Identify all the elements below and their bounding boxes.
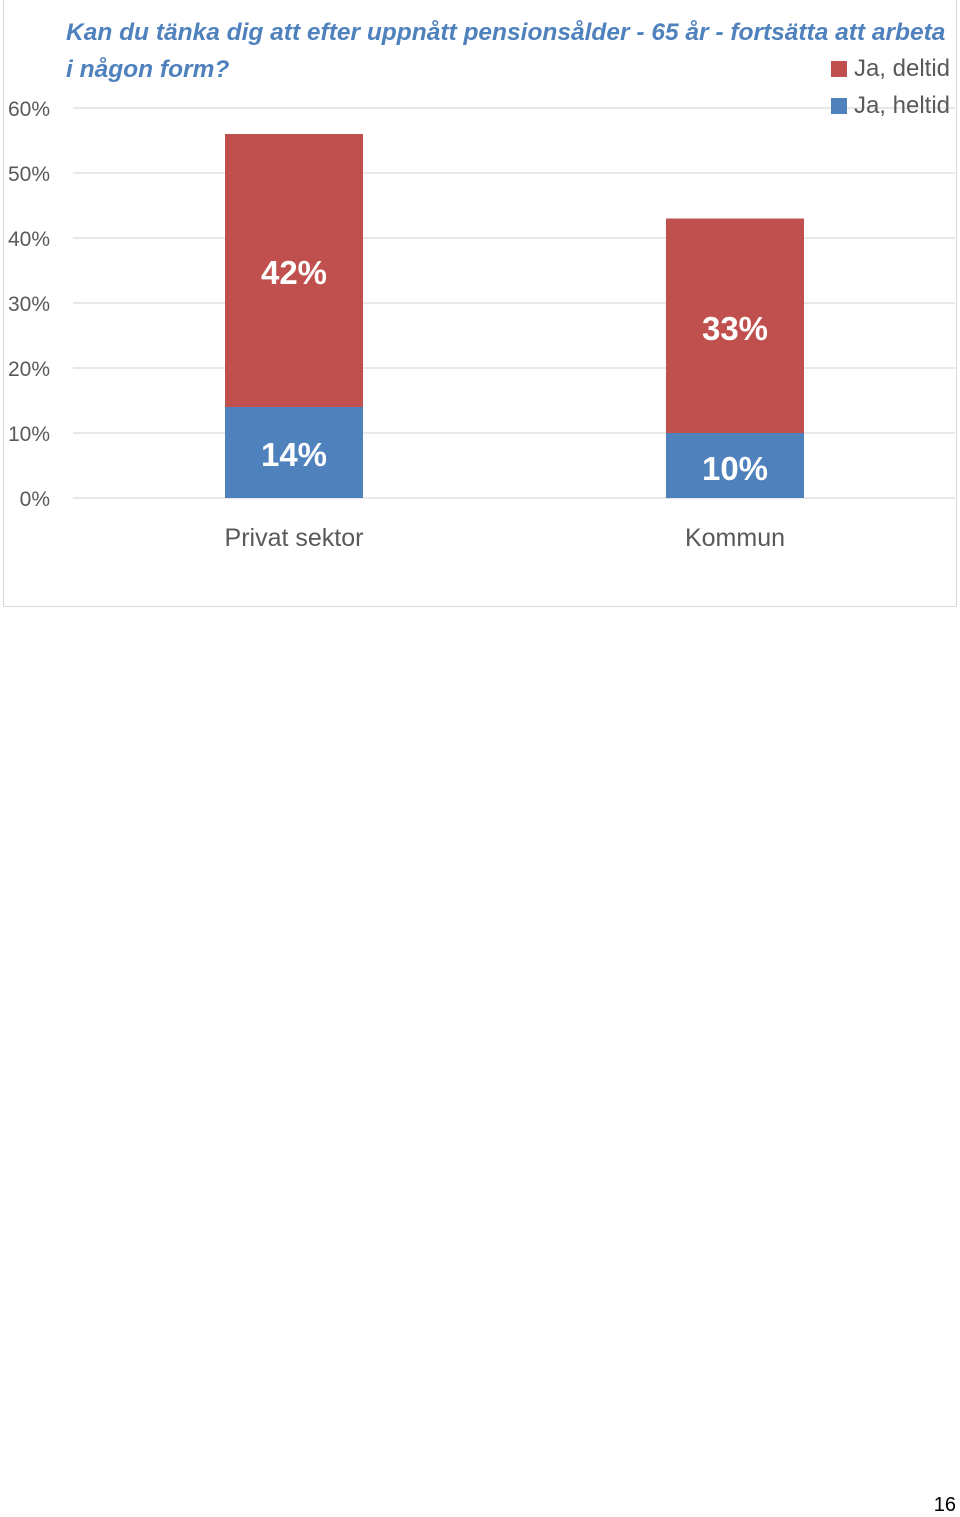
- chart-legend: Ja, deltid Ja, heltid: [830, 50, 950, 124]
- data-label: 14%: [261, 436, 327, 473]
- y-tick-label: 40%: [8, 228, 50, 251]
- y-tick-label: 20%: [8, 358, 50, 381]
- data-label: 33%: [702, 310, 768, 347]
- legend-label-deltid: Ja, deltid: [853, 54, 950, 82]
- legend-label-heltid: Ja, heltid: [853, 91, 950, 119]
- chart-plot: 0% 10% 20% 30% 40% 50% 60% Privat sektor Kommun 1…: [8, 98, 955, 552]
- x-tick-label: Privat sektor: [225, 524, 364, 552]
- data-label: 10%: [702, 450, 768, 487]
- y-tick-label: 10%: [8, 423, 50, 446]
- data-label: 42%: [261, 254, 327, 291]
- y-tick-label: 60%: [8, 98, 50, 121]
- bar-deltid: [225, 134, 363, 407]
- legend-swatch-deltid: [830, 60, 847, 77]
- bar-deltid: [666, 218, 804, 433]
- bar-heltid: [225, 407, 363, 498]
- y-tick-label: 0%: [20, 488, 50, 511]
- legend-item-heltid: Ja, heltid: [830, 87, 950, 124]
- y-tick-label: 30%: [8, 293, 50, 316]
- x-tick-label: Kommun: [685, 524, 785, 552]
- page-number: 16: [933, 1494, 956, 1516]
- legend-swatch-heltid: [830, 97, 847, 114]
- bar-heltid: [666, 433, 804, 498]
- chart-title: Kan du tänka dig att efter uppnått pensi…: [66, 19, 946, 83]
- legend-item-deltid: Ja, deltid: [830, 50, 950, 87]
- y-tick-label: 50%: [8, 163, 50, 186]
- chart-frame: [3, 0, 957, 607]
